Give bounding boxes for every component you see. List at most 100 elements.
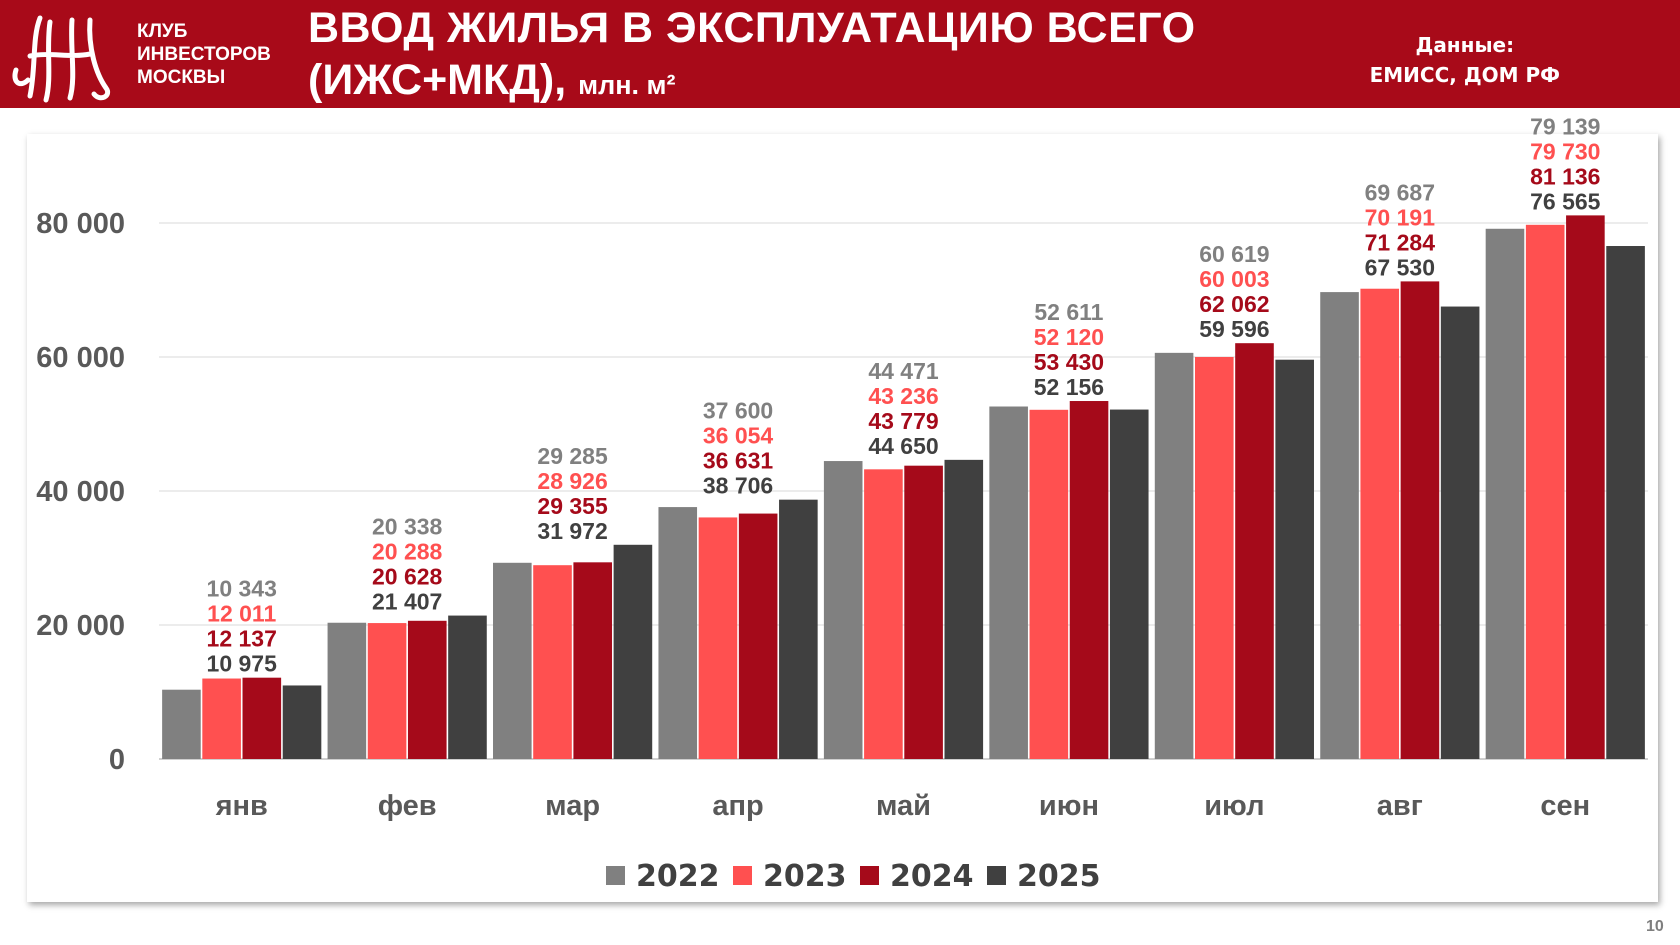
- bar-2024: [738, 513, 778, 759]
- data-label-2024: 62 062: [1199, 291, 1269, 317]
- bar-2025: [944, 459, 984, 759]
- bar-2022: [1320, 292, 1359, 759]
- bar-2022: [493, 562, 532, 759]
- data-label-2023: 60 003: [1199, 266, 1269, 292]
- y-tick-label: 20 000: [36, 610, 125, 642]
- legend-swatch-2024: [860, 866, 879, 885]
- bar-2023: [1525, 224, 1565, 759]
- x-tick-label: май: [876, 790, 931, 822]
- bar-2024: [573, 562, 613, 759]
- data-label-2025: 10 975: [207, 651, 278, 677]
- bar-2025: [1606, 246, 1645, 759]
- bar-2022: [1154, 352, 1194, 759]
- bar-2024: [242, 677, 282, 759]
- bar-2024: [1069, 401, 1109, 759]
- x-tick-label: янв: [215, 790, 268, 822]
- x-tick-label: мар: [545, 790, 600, 822]
- bar-2025: [282, 685, 322, 759]
- data-label-2023: 43 236: [868, 383, 938, 409]
- y-tick-label: 0: [109, 744, 125, 776]
- data-label-2023: 12 011: [207, 601, 276, 627]
- bar-2025: [1440, 306, 1480, 759]
- data-label-2022: 10 343: [207, 576, 277, 602]
- data-source: Данные: ЕМИСС, ДОМ РФ: [1370, 30, 1560, 90]
- data-label-2023: 52 120: [1034, 324, 1104, 350]
- bar-2023: [1194, 356, 1234, 759]
- data-label-2024: 71 284: [1365, 229, 1436, 255]
- x-tick-label: июн: [1039, 790, 1099, 822]
- data-label-2024: 29 355: [537, 493, 608, 519]
- bar-2024: [1400, 281, 1440, 759]
- data-label-2023: 20 288: [372, 539, 443, 565]
- data-label-2023: 36 054: [703, 423, 774, 449]
- data-label-2025: 76 565: [1530, 188, 1601, 214]
- legend-swatch-2022: [606, 866, 625, 885]
- legend-label-2025: 2025: [1017, 859, 1101, 894]
- bar-2023: [698, 517, 738, 759]
- data-label-2024: 81 136: [1530, 163, 1600, 189]
- y-tick-label: 40 000: [36, 476, 125, 508]
- data-label-2023: 28 926: [537, 468, 607, 494]
- bar-2025: [613, 544, 653, 759]
- bar-2025: [448, 615, 487, 759]
- legend-label-2023: 2023: [763, 859, 847, 894]
- x-tick-label: фев: [378, 790, 437, 822]
- data-label-2025: 67 530: [1365, 254, 1435, 280]
- legend-label-2022: 2022: [636, 859, 720, 894]
- data-label-2022: 69 687: [1365, 179, 1435, 205]
- bar-2022: [658, 507, 698, 759]
- data-label-2022: 79 139: [1530, 113, 1600, 139]
- page-title-line2: (ИЖС+МКД), млн. м²: [308, 56, 676, 105]
- legend-swatch-2023: [733, 866, 752, 885]
- legend-label-2024: 2024: [890, 859, 974, 894]
- data-label-2022: 60 619: [1199, 241, 1269, 267]
- legend-swatch-2025: [987, 866, 1006, 885]
- bar-2024: [407, 620, 447, 759]
- data-label-2024: 43 779: [868, 408, 938, 434]
- x-tick-label: сен: [1540, 790, 1590, 822]
- data-label-2022: 44 471: [868, 358, 939, 384]
- data-label-2025: 31 972: [537, 518, 607, 544]
- page-title: ВВОД ЖИЛЬЯ В ЭКСПЛУАТАЦИЮ ВСЕГО: [308, 4, 1196, 52]
- club-line: ИНВЕСТОРОВ: [137, 44, 271, 65]
- data-label-2022: 52 611: [1034, 299, 1103, 325]
- data-label-2022: 20 338: [372, 514, 443, 540]
- club-name: КЛУБ ИНВЕСТОРОВ МОСКВЫ: [137, 20, 271, 89]
- bar-2022: [1485, 228, 1525, 760]
- data-label-2025: 44 650: [868, 433, 938, 459]
- bar-2023: [1360, 288, 1400, 759]
- y-tick-label: 80 000: [36, 208, 125, 240]
- bar-2022: [823, 461, 863, 759]
- bar-2022: [327, 622, 367, 759]
- bar-2023: [864, 469, 903, 759]
- data-label-2025: 38 706: [703, 473, 773, 499]
- bar-2023: [1029, 409, 1069, 759]
- source-label: Данные:: [1415, 33, 1515, 57]
- bar-2023: [367, 623, 407, 759]
- bar-2024: [1235, 343, 1274, 759]
- bar-2025: [1109, 409, 1149, 759]
- source-value: ЕМИСС, ДОМ РФ: [1369, 63, 1560, 87]
- club-line: МОСКВЫ: [137, 67, 226, 88]
- bar-2025: [1275, 359, 1314, 759]
- club-logo: [12, 15, 110, 103]
- data-label-2023: 70 191: [1365, 204, 1436, 230]
- header-banner: КЛУБ ИНВЕСТОРОВ МОСКВЫ ВВОД ЖИЛЬЯ В ЭКСП…: [0, 0, 1680, 108]
- data-label-2023: 79 730: [1530, 138, 1600, 164]
- bar-2023: [202, 678, 241, 759]
- x-tick-label: апр: [712, 790, 763, 822]
- data-label-2025: 21 407: [372, 589, 442, 615]
- x-tick-label: авг: [1377, 790, 1423, 822]
- data-label-2024: 20 628: [372, 564, 443, 590]
- club-line: КЛУБ: [137, 21, 188, 42]
- data-label-2022: 37 600: [703, 398, 773, 424]
- bar-2022: [162, 689, 201, 759]
- x-tick-label: июл: [1204, 790, 1264, 822]
- data-label-2024: 36 631: [703, 448, 774, 474]
- title-subject: (ИЖС+МКД),: [308, 56, 567, 104]
- data-label-2024: 12 137: [207, 626, 277, 652]
- data-label-2022: 29 285: [537, 443, 608, 469]
- data-label-2025: 59 596: [1199, 316, 1269, 342]
- data-label-2024: 53 430: [1034, 349, 1104, 375]
